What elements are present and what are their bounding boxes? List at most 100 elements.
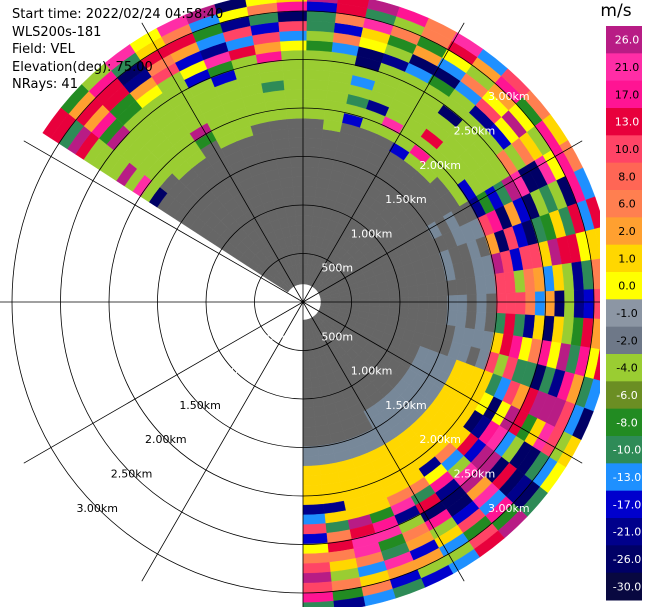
velocity-cell [447, 295, 458, 312]
range-label: 1.00km [214, 365, 256, 378]
velocity-cell [303, 225, 312, 236]
colorbar-tick-label: 8.0 [618, 170, 636, 183]
velocity-cell [302, 377, 312, 389]
velocity-cell [302, 533, 328, 545]
colorbar-unit: m/s [600, 1, 631, 21]
velocity-cell [305, 69, 330, 82]
velocity-cell [303, 215, 314, 227]
colorbar-swatch [606, 518, 642, 546]
colorbar-tick-label: 26.0 [615, 34, 640, 47]
velocity-cell [436, 309, 448, 326]
velocity-cell [583, 289, 595, 319]
range-label: 500m [321, 330, 353, 343]
velocity-cell [313, 405, 327, 418]
velocity-cell [505, 292, 517, 315]
velocity-cell [455, 278, 468, 296]
velocity-cell [302, 358, 310, 369]
velocity-cell [554, 290, 565, 318]
azimuth-lines [0, 0, 600, 607]
azimuth-line [141, 22, 304, 303]
velocity-cell [279, 177, 294, 189]
colorbar-tick-label: -6.0 [616, 389, 637, 402]
velocity-cell [564, 290, 575, 318]
colorbar-tick-label: 6.0 [618, 198, 636, 211]
colorbar-tick-label: 1.0 [618, 252, 636, 265]
velocity-cell [388, 287, 400, 299]
velocity-cell [416, 308, 429, 322]
velocity-cell [474, 275, 487, 295]
velocity-cell [302, 581, 333, 594]
velocity-cell [307, 0, 339, 4]
velocity-cell [379, 298, 390, 308]
scan-info: Start time: 2022/02/24 04:58:40 WLS200s-… [12, 6, 223, 94]
velocity-cell [304, 176, 318, 188]
velocity-cell [437, 295, 448, 311]
colorbar-tick-label: 0.0 [618, 280, 636, 293]
velocity-cell [305, 127, 324, 140]
colorbar-swatch [606, 381, 642, 410]
colorbar-swatch [606, 490, 642, 519]
azimuth-line [302, 140, 583, 303]
colorbar-tick-label: -2.0 [616, 334, 637, 347]
velocity-cell [495, 292, 507, 314]
range-ring-labels: 500m 500m 500m 1.00km 1.00km 1.00km 1.50km 1.50… [76, 90, 529, 515]
ppi-plot: 500m 500m 500m 1.00km 1.00km 1.00km 1.50km 1.50… [0, 0, 600, 607]
velocity-cell [464, 311, 477, 330]
colorbar-tick-label: -21.0 [613, 526, 641, 539]
colorbar-swatch [606, 26, 642, 54]
velocity-cell [302, 571, 332, 584]
colorbar-tick-label: -17.0 [613, 498, 641, 511]
velocity-cell [427, 295, 439, 310]
colorbar-swatch [606, 545, 642, 574]
velocity-cell [426, 282, 439, 297]
velocity-cell [302, 600, 335, 607]
velocity-cell [310, 376, 321, 389]
velocity-cell [286, 215, 297, 228]
range-label: 500m [253, 330, 285, 343]
velocity-cell [407, 307, 419, 321]
colorbar-swatch [606, 436, 642, 464]
velocity-cell [369, 298, 380, 307]
colorbar-swatch [606, 244, 642, 273]
velocity-cell [378, 289, 390, 299]
range-label: 500m [321, 262, 353, 275]
velocity-cell [456, 294, 468, 312]
velocity-cell [305, 88, 328, 101]
velocity-cell [544, 290, 556, 317]
range-label: 3.00km [76, 502, 118, 515]
colorbar-swatch [606, 354, 642, 382]
colorbar-swatch [606, 162, 642, 191]
velocity-cell [465, 276, 477, 296]
velocity-cell [594, 227, 600, 257]
velocity-cell [304, 166, 319, 178]
colorbar-swatch [606, 572, 642, 601]
colorbar-tick-label: -8.0 [616, 416, 637, 429]
velocity-cell [302, 474, 322, 486]
colorbar-tick-label: -26.0 [613, 553, 641, 566]
azimuth-line [23, 140, 304, 303]
velocity-cell [302, 416, 316, 428]
velocity-cell [304, 137, 323, 149]
velocity-cell [302, 465, 321, 477]
colorbar-swatch [606, 53, 642, 82]
velocity-cell [484, 273, 497, 295]
colorbar: m/s 26.0 21.0 17.0 13.0 10.0 8.0 6.0 2.0 1.0 0.0 -1… [600, 1, 642, 601]
velocity-cell [359, 292, 370, 300]
azimuth-line [302, 301, 583, 464]
range-label: 3.00km [488, 502, 530, 515]
velocity-cell [306, 59, 331, 72]
colorbar-swatch [606, 326, 642, 355]
velocity-cell [214, 0, 248, 15]
colorbar-tick-label: 17.0 [615, 88, 640, 101]
velocity-cell [311, 386, 323, 398]
azimuth-line [23, 301, 304, 464]
velocity-cell [593, 288, 600, 320]
velocity-cell [426, 308, 438, 324]
velocity-cell [486, 293, 497, 314]
velocity-cell [302, 484, 323, 496]
velocity-cell [302, 552, 330, 564]
velocity-cell [302, 513, 326, 525]
range-label: 1.50km [179, 399, 221, 412]
velocity-cell [284, 206, 296, 218]
colorbar-tick-label: -4.0 [616, 362, 637, 375]
